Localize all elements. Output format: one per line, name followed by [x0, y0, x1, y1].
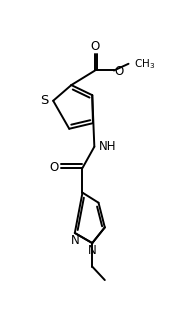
Text: N: N — [70, 234, 79, 247]
Text: S: S — [40, 94, 48, 107]
Text: NH: NH — [98, 140, 116, 153]
Text: O: O — [90, 39, 100, 52]
Text: CH$_3$: CH$_3$ — [134, 57, 155, 71]
Text: O: O — [115, 65, 124, 78]
Text: N: N — [88, 244, 97, 257]
Text: O: O — [49, 161, 59, 174]
